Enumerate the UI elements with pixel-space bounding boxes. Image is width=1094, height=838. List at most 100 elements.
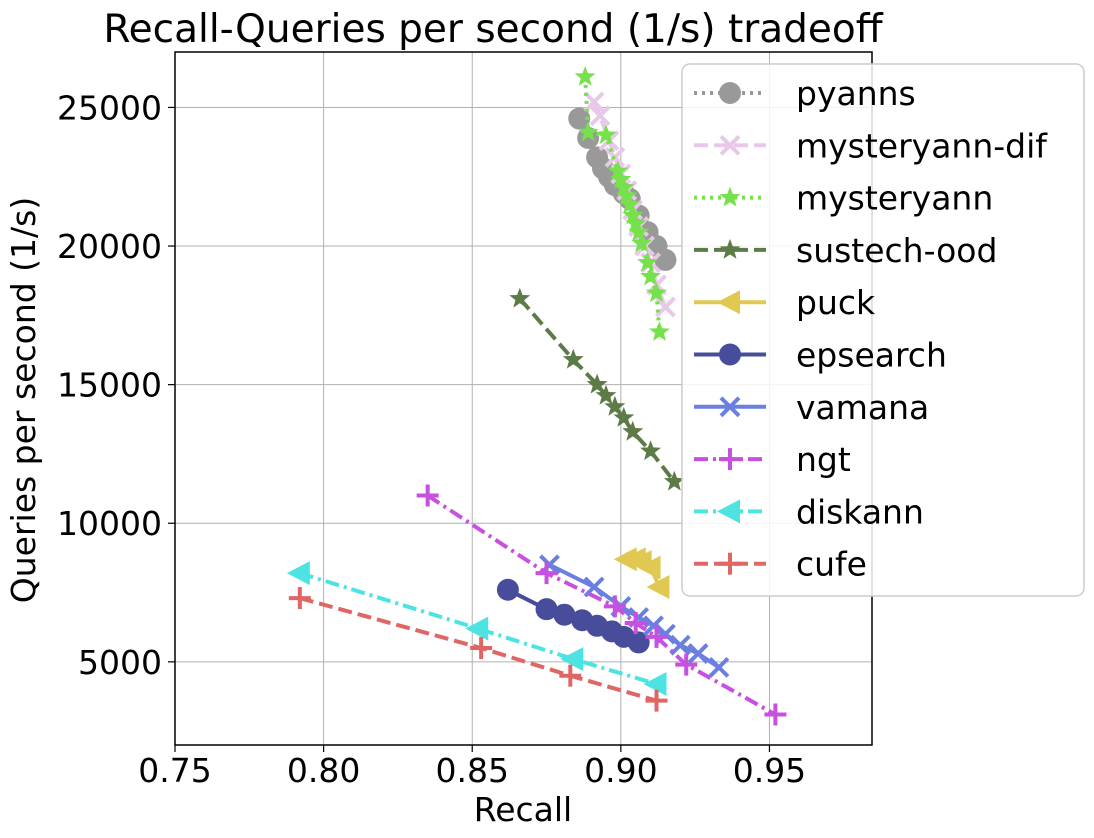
x-axis: 0.75 0.80 0.85 0.90 0.95 <box>138 745 806 790</box>
data-point <box>649 321 670 341</box>
data-point <box>624 612 647 635</box>
legend-marker <box>719 238 741 259</box>
legend-item: diskann <box>694 492 924 531</box>
y-axis: 5000 10000 15000 20000 25000 <box>57 88 175 682</box>
legend-label: vamana <box>796 388 929 427</box>
data-point <box>465 616 489 641</box>
legend-label: ngt <box>796 440 851 479</box>
data-point <box>640 265 661 286</box>
data-point <box>553 603 576 626</box>
legend-marker <box>719 134 741 156</box>
plot-area <box>174 51 873 746</box>
legend: pyanns mysteryann-dif mysteryann sustech-oo… <box>681 63 1085 597</box>
data-point <box>631 232 653 253</box>
x-axis-label: Recall <box>474 790 572 829</box>
series-vamana <box>539 554 730 678</box>
series-epsearch <box>496 578 650 654</box>
chart-title: Recall-Queries per second (1/s) tradeoff <box>103 7 883 52</box>
data-point <box>669 634 691 656</box>
legend-marker <box>719 448 741 471</box>
data-point <box>675 653 698 676</box>
data-point <box>622 204 644 225</box>
legend-marker <box>719 343 741 366</box>
data-point <box>535 598 558 621</box>
data-point <box>645 689 668 712</box>
legend-label: epsearch <box>796 336 947 375</box>
y-axis-label: Queries per second (1/s) <box>4 197 43 603</box>
legend-item: epsearch <box>694 336 947 375</box>
data-point <box>628 221 650 242</box>
series-cufe <box>288 587 668 712</box>
data-point <box>622 420 644 441</box>
data-point <box>595 384 617 405</box>
legend-marker <box>719 552 741 575</box>
data-point <box>535 562 558 585</box>
legend-item: ngt <box>694 440 851 479</box>
data-point <box>616 185 638 205</box>
data-point <box>687 643 709 664</box>
data-point <box>416 484 439 507</box>
legend-item: pyanns <box>694 74 916 113</box>
data-point <box>595 124 617 145</box>
data-point <box>708 656 730 678</box>
data-point <box>589 105 611 127</box>
legend-item: sustech-ood <box>694 231 997 270</box>
data-point <box>559 664 582 687</box>
data-point <box>586 373 608 394</box>
data-point <box>613 176 635 197</box>
series-ngt <box>416 484 787 726</box>
legend-marker <box>717 499 740 524</box>
series-line <box>299 571 658 686</box>
data-point <box>627 631 650 654</box>
series-puck <box>613 547 670 599</box>
x-tick-label: 0.95 <box>733 751 806 790</box>
legend-marker <box>717 290 740 315</box>
legend-label: cufe <box>796 545 867 584</box>
data-point <box>604 395 626 416</box>
data-point <box>619 193 641 214</box>
data-point <box>577 121 599 142</box>
legend-marker <box>719 396 741 418</box>
legend-label: mysteryann-dif <box>796 126 1048 165</box>
data-point <box>610 168 632 189</box>
y-tick-label: 25000 <box>57 88 162 127</box>
data-point <box>663 470 685 491</box>
data-point <box>646 282 667 303</box>
legend-item: mysteryann <box>694 179 993 218</box>
data-point <box>640 440 661 461</box>
series-layer <box>286 65 787 726</box>
legend-item: vamana <box>694 388 929 427</box>
data-point <box>637 555 661 580</box>
data-point <box>645 625 668 648</box>
legend-label: mysteryann <box>796 179 993 218</box>
data-point <box>613 406 635 427</box>
data-point <box>583 91 605 113</box>
data-point <box>643 672 667 697</box>
legend-label: diskann <box>796 492 924 531</box>
data-point <box>607 160 629 181</box>
data-point <box>470 636 493 659</box>
y-tick-label: 20000 <box>57 227 162 266</box>
legend-item: puck <box>694 283 876 322</box>
series-line <box>299 596 658 703</box>
x-tick-label: 0.75 <box>138 751 211 790</box>
y-tick-label: 15000 <box>57 366 162 405</box>
data-point <box>646 574 670 599</box>
y-tick-label: 10000 <box>57 504 162 543</box>
legend-label: sustech-ood <box>796 231 997 270</box>
data-point <box>583 576 605 598</box>
legend-label: puck <box>796 283 876 322</box>
data-point <box>496 578 519 601</box>
data-point <box>643 615 664 637</box>
data-point <box>764 703 787 726</box>
x-tick-label: 0.85 <box>435 751 508 790</box>
series-mysteryann <box>574 65 670 341</box>
y-tick-label: 5000 <box>78 643 162 682</box>
x-tick-label: 0.80 <box>287 751 360 790</box>
data-point <box>562 348 584 369</box>
legend-item: mysteryann-dif <box>694 126 1048 165</box>
x-tick-label: 0.90 <box>584 751 657 790</box>
data-point <box>574 65 596 86</box>
data-point <box>568 107 591 130</box>
